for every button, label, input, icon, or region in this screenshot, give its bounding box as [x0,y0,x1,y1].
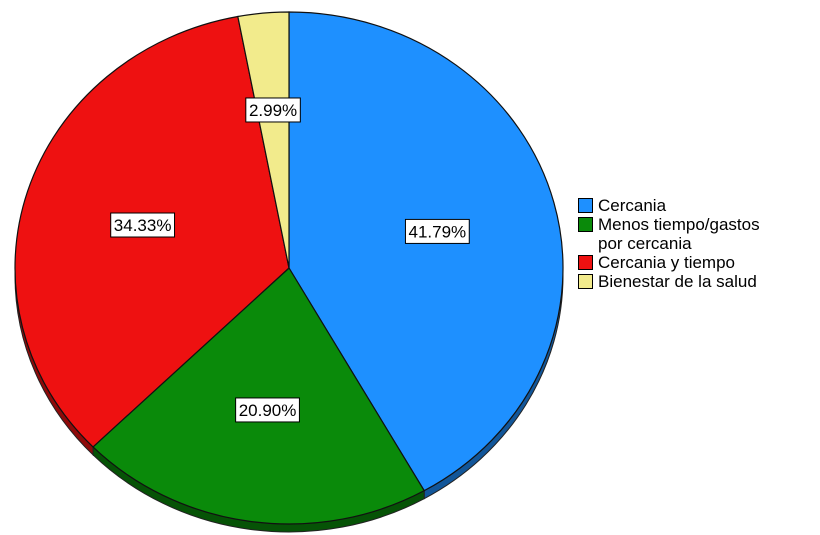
legend-swatch-cercania [578,198,593,213]
data-label-text: 20.90% [239,401,297,420]
data-label-text: 34.33% [114,216,172,235]
legend-label: Bienestar de la salud [598,272,757,291]
data-label-bienestar: 2.99% [245,97,301,123]
data-label-text: 41.79% [409,222,467,241]
data-label-box [235,397,300,423]
legend-swatch-cercania-y-tiempo [578,255,593,270]
data-label-text: 2.99% [249,101,297,120]
legend-label: Menos tiempo/gastos por cercania [598,215,760,253]
pie-slice-cercania [288,11,564,492]
legend-swatch-menos-tiempo [578,217,593,232]
data-label-box [110,212,176,238]
legend-label: Cercania y tiempo [598,253,736,272]
legend: Cercania Menos tiempo/gastos por cercani… [578,196,820,291]
legend-label: Cercania [598,196,667,215]
data-label-menos-tiempo: 20.90% [235,397,300,423]
legend-item-menos-tiempo: Menos tiempo/gastos por cercania [578,215,820,253]
data-label-box [245,97,301,123]
legend-item-bienestar: Bienestar de la salud [578,272,820,291]
legend-item-cercania-y-tiempo: Cercania y tiempo [578,253,820,272]
data-label-cercania-y-tiempo: 34.33% [110,212,176,238]
data-label-box [404,218,470,244]
pie-slice-menos-tiempo [92,267,426,525]
legend-item-cercania: Cercania [578,196,820,215]
data-label-cercania: 41.79% [404,218,470,244]
legend-swatch-bienestar [578,274,593,289]
pie-slice-bienestar [237,11,290,269]
